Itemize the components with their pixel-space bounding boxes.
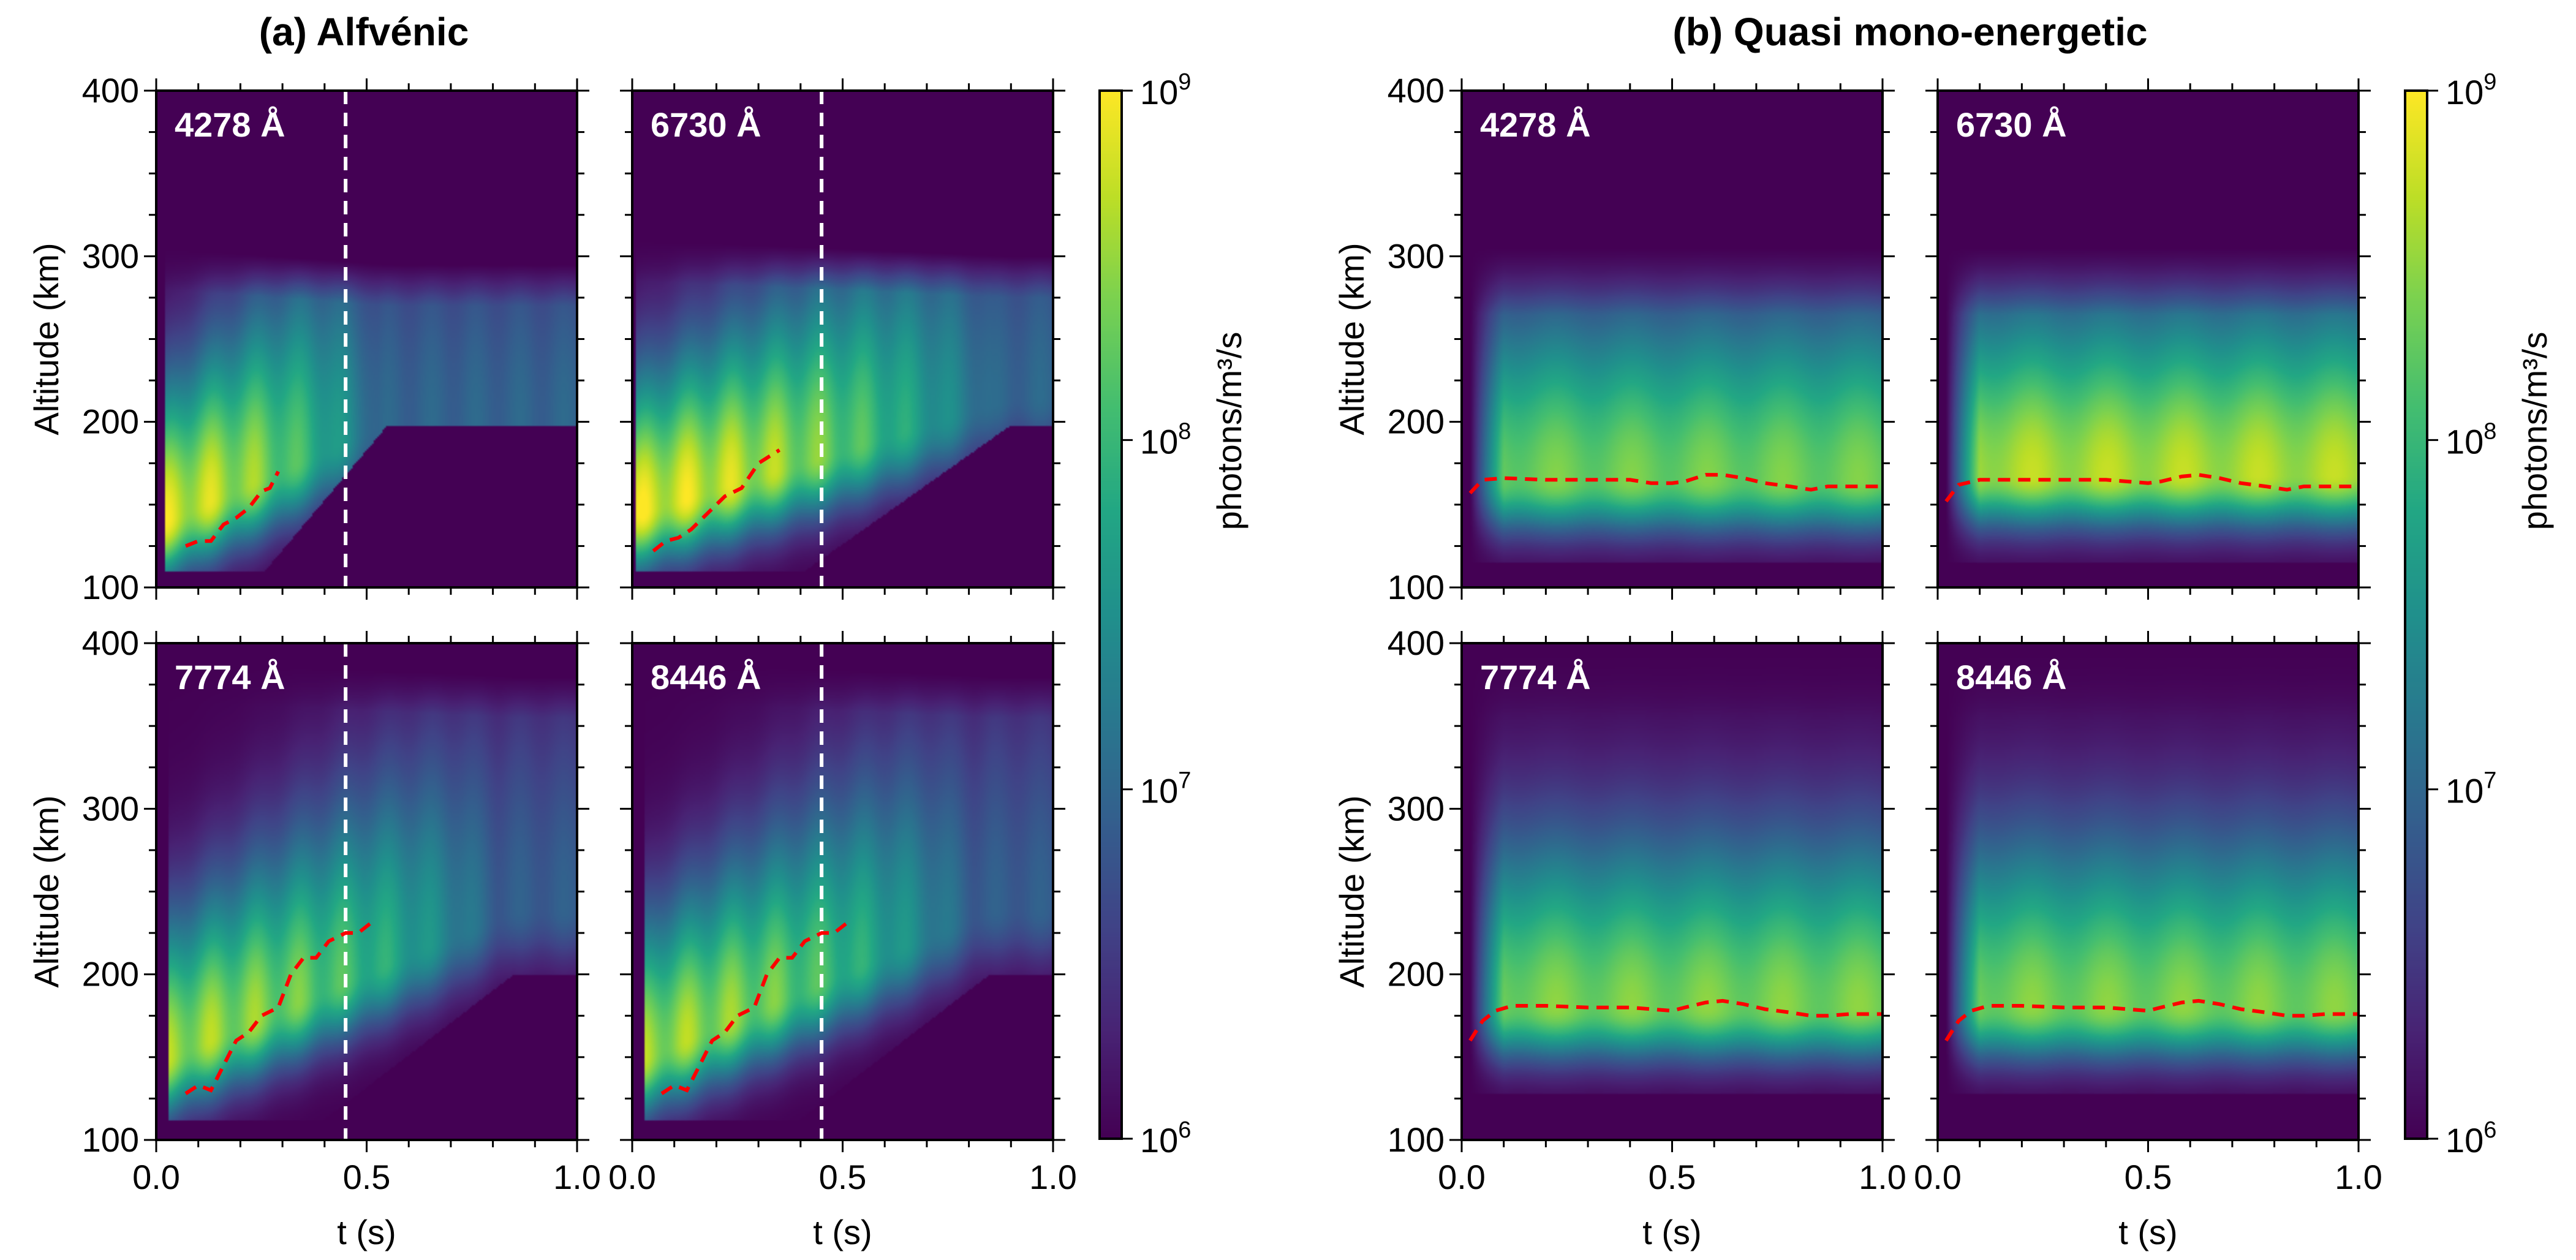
y-tick-label: 200 [1388,402,1445,441]
colorbar-label: photons/m³/s [1210,332,1248,530]
panel-wavelength-label: 4278 Å [1480,105,1591,144]
x-tick-label: 0.0 [608,1158,656,1196]
panel-wavelength-label: 8446 Å [1956,658,2067,696]
y-tick-label: 300 [82,236,139,275]
colorbar-tick-label: 108 [2446,418,2496,461]
y-tick-label: 300 [1388,789,1445,828]
panel-wavelength-label: 8446 Å [651,658,761,696]
x-tick-label: 0.5 [2125,1158,2172,1196]
y-tick-label: 100 [82,1120,139,1159]
panel-wavelength-label: 6730 Å [1956,105,2067,144]
x-tick-label: 1.0 [1029,1158,1077,1196]
y-axis-label: Altitude (km) [27,795,66,987]
colorbar-tick-label: 109 [2446,69,2496,111]
x-axis-label: t (s) [813,1213,872,1251]
heatmap-a-6730 [632,91,1053,587]
y-tick-label: 200 [1388,955,1445,994]
y-tick-label: 300 [1388,236,1445,275]
peak-altitude-line [652,448,781,553]
colorbar-tick-label: 109 [1140,69,1191,111]
axes-frame [1936,642,2360,1141]
colorbar-frame [1098,89,1123,1140]
peak-altitude-line [184,470,280,548]
x-tick-label: 1.0 [1859,1158,1906,1196]
axes-frame [631,89,1054,589]
colorbar-label: photons/m³/s [2515,332,2554,530]
panel-wavelength-label: 6730 Å [651,105,761,144]
chart-marks: 100 200 300 400 Altitude (km) 4278 Å 6730 Å 100… [27,69,2554,1251]
x-tick-label: 0.5 [819,1158,867,1196]
y-axis-label: Altitude (km) [27,243,66,435]
y-tick-label: 300 [82,789,139,828]
colorbar-frame [2404,89,2428,1140]
x-tick-label: 0.0 [1914,1158,1962,1196]
colorbar-tick-label: 107 [1140,768,1191,810]
x-tick-label: 0.5 [343,1158,391,1196]
group-title-b: (b) Quasi mono-energetic [1672,10,2147,54]
colorbar-tick-label: 106 [2446,1117,2496,1160]
axes-frame [1460,642,1884,1141]
peak-altitude-line [1468,473,1883,494]
y-tick-label: 400 [1388,624,1445,662]
y-axis-label: Altitude (km) [1332,243,1371,435]
heatmap-b-6730 [1938,91,2359,587]
y-tick-label: 100 [1388,568,1445,606]
panel-wavelength-label: 4278 Å [175,105,285,144]
colorbar-a-gradient [1100,91,1122,1139]
panel-wavelength-label: 7774 Å [1480,658,1591,696]
heatmap-b-4278 [1462,91,1883,587]
panel-wavelength-label: 7774 Å [175,658,285,696]
heatmap-b-8446 [1938,643,2359,1140]
y-tick-label: 200 [82,955,139,994]
x-axis-label: t (s) [1642,1213,1701,1251]
y-tick-label: 400 [82,71,139,110]
heatmap-b-7774 [1462,643,1883,1140]
y-axis-label: Altitude (km) [1332,795,1371,987]
x-tick-label: 1.0 [2335,1158,2382,1196]
axes-frame [1936,89,2360,589]
y-tick-label: 200 [82,402,139,441]
axes-frame [1460,89,1884,589]
axes-frame [155,89,578,589]
peak-altitude-line [1944,998,2359,1042]
heatmap-a-4278 [156,91,577,587]
x-axis-label: t (s) [2118,1213,2177,1251]
y-tick-label: 100 [1388,1120,1445,1159]
y-tick-label: 100 [82,568,139,606]
colorbar-tick-label: 106 [1140,1117,1191,1160]
y-tick-label: 400 [82,624,139,662]
group-title-a: (a) Alfvénic [259,10,469,54]
axes-frame [155,642,578,1141]
colorbar-b-gradient [2405,91,2427,1139]
peak-altitude-line [1468,998,1883,1042]
x-tick-label: 0.5 [1649,1158,1696,1196]
x-tick-label: 0.0 [132,1158,180,1196]
x-axis-label: t (s) [337,1213,396,1251]
peak-altitude-line [1944,473,2359,503]
x-tick-label: 1.0 [553,1158,601,1196]
axes-frame [631,642,1054,1141]
colorbar-tick-label: 107 [2446,768,2496,810]
colorbar-tick-label: 108 [1140,418,1191,461]
y-tick-label: 400 [1388,71,1445,110]
x-tick-label: 0.0 [1438,1158,1486,1196]
